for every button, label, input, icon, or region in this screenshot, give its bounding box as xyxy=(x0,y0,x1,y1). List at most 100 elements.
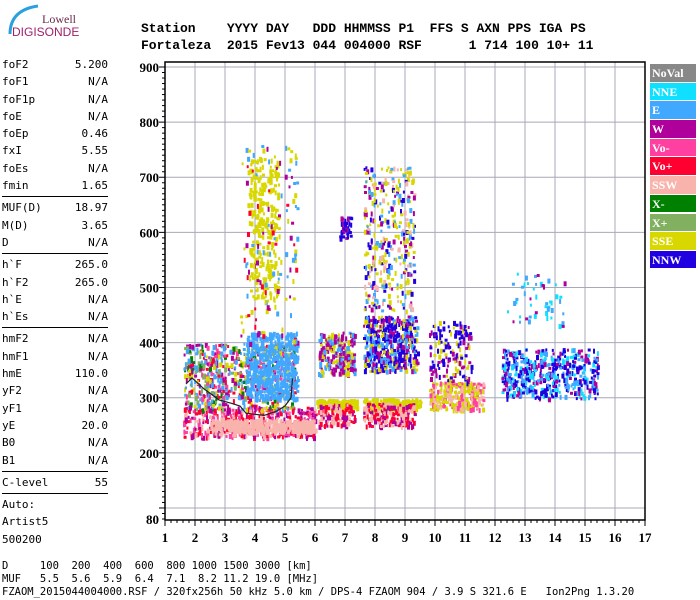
echo-point xyxy=(261,429,265,433)
echo-point xyxy=(344,360,347,364)
echo-point xyxy=(396,191,399,195)
echo-point xyxy=(254,410,256,414)
echo-point xyxy=(454,360,457,364)
echo-point xyxy=(470,381,473,385)
echo-point xyxy=(296,340,300,346)
echo-point xyxy=(391,214,395,218)
echo-point xyxy=(199,393,203,397)
echo-point xyxy=(290,378,293,382)
echo-point xyxy=(250,177,254,183)
echo-point xyxy=(406,264,410,268)
echo-point xyxy=(471,391,475,395)
echo-point xyxy=(269,366,273,370)
echo-point xyxy=(372,262,375,268)
echo-point xyxy=(273,394,276,400)
echo-point xyxy=(448,398,451,402)
echo-point xyxy=(391,401,395,405)
echo-point xyxy=(371,301,374,305)
echo-point xyxy=(217,374,221,378)
echo-point xyxy=(386,274,390,280)
echo-point xyxy=(189,358,193,364)
echo-point xyxy=(278,346,281,352)
echo-point xyxy=(226,410,230,416)
echo-point xyxy=(307,434,311,437)
echo-point xyxy=(289,383,292,387)
echo-point xyxy=(374,284,378,290)
echo-point xyxy=(273,283,277,287)
echo-point xyxy=(322,413,326,417)
echo-point xyxy=(279,427,283,431)
echo-point xyxy=(390,348,393,354)
echo-point xyxy=(387,268,391,274)
echo-point xyxy=(258,375,260,379)
echo-point xyxy=(242,361,246,367)
echo-point xyxy=(249,342,253,347)
echo-point xyxy=(259,166,262,172)
echo-point xyxy=(442,326,446,332)
echo-point xyxy=(266,362,269,366)
echo-point xyxy=(206,362,209,366)
echo-point xyxy=(314,428,318,434)
echo-point xyxy=(506,368,509,372)
echo-point xyxy=(190,380,193,386)
echo-point xyxy=(297,416,300,420)
echo-point xyxy=(269,382,272,388)
echo-point xyxy=(399,403,402,407)
echo-point xyxy=(397,186,400,192)
echo-point xyxy=(265,406,268,412)
echo-point xyxy=(325,422,328,426)
echo-point xyxy=(384,345,388,349)
echo-point xyxy=(444,381,448,385)
echo-point xyxy=(347,354,351,358)
echo-point xyxy=(385,409,388,415)
echo-point xyxy=(403,399,407,405)
echo-point xyxy=(337,354,340,358)
echo-point xyxy=(228,434,232,439)
echo-point xyxy=(314,413,317,419)
echo-point xyxy=(233,385,237,391)
echo-point xyxy=(408,262,412,268)
echo-point xyxy=(353,368,357,372)
echo-point xyxy=(267,360,270,364)
echo-point xyxy=(368,417,371,422)
echo-point xyxy=(244,422,248,428)
echo-point xyxy=(277,338,281,341)
param-value: N/A xyxy=(88,75,108,89)
echo-point xyxy=(209,408,213,414)
echo-point xyxy=(378,181,382,185)
echo-point xyxy=(185,378,188,383)
echo-point xyxy=(263,288,267,294)
echo-point xyxy=(270,158,273,164)
echo-point xyxy=(274,413,277,416)
echo-point xyxy=(325,343,328,349)
echo-point xyxy=(296,376,299,382)
echo-point xyxy=(217,385,221,388)
echo-point xyxy=(455,403,459,409)
echo-point xyxy=(412,349,415,353)
echo-point xyxy=(379,277,383,283)
echo-point xyxy=(254,196,257,202)
echo-point xyxy=(413,270,417,274)
echo-point xyxy=(397,234,400,240)
echo-point xyxy=(324,411,327,415)
echo-point xyxy=(279,385,283,391)
echo-point xyxy=(367,297,370,301)
echo-point xyxy=(247,341,250,347)
echo-point xyxy=(237,406,240,412)
param-value: 1.65 xyxy=(81,179,109,193)
echo-point xyxy=(264,422,267,426)
echo-point xyxy=(327,399,331,403)
echo-point xyxy=(244,355,247,360)
echo-point xyxy=(463,389,467,395)
echo-point xyxy=(306,419,309,425)
echo-point xyxy=(248,377,251,381)
echo-point xyxy=(215,344,217,350)
echo-point xyxy=(351,332,355,336)
echo-point xyxy=(372,259,375,265)
echo-point xyxy=(368,186,371,190)
echo-point xyxy=(260,284,264,290)
echo-point xyxy=(401,344,405,350)
echo-point xyxy=(330,359,334,365)
echo-point xyxy=(262,277,266,281)
